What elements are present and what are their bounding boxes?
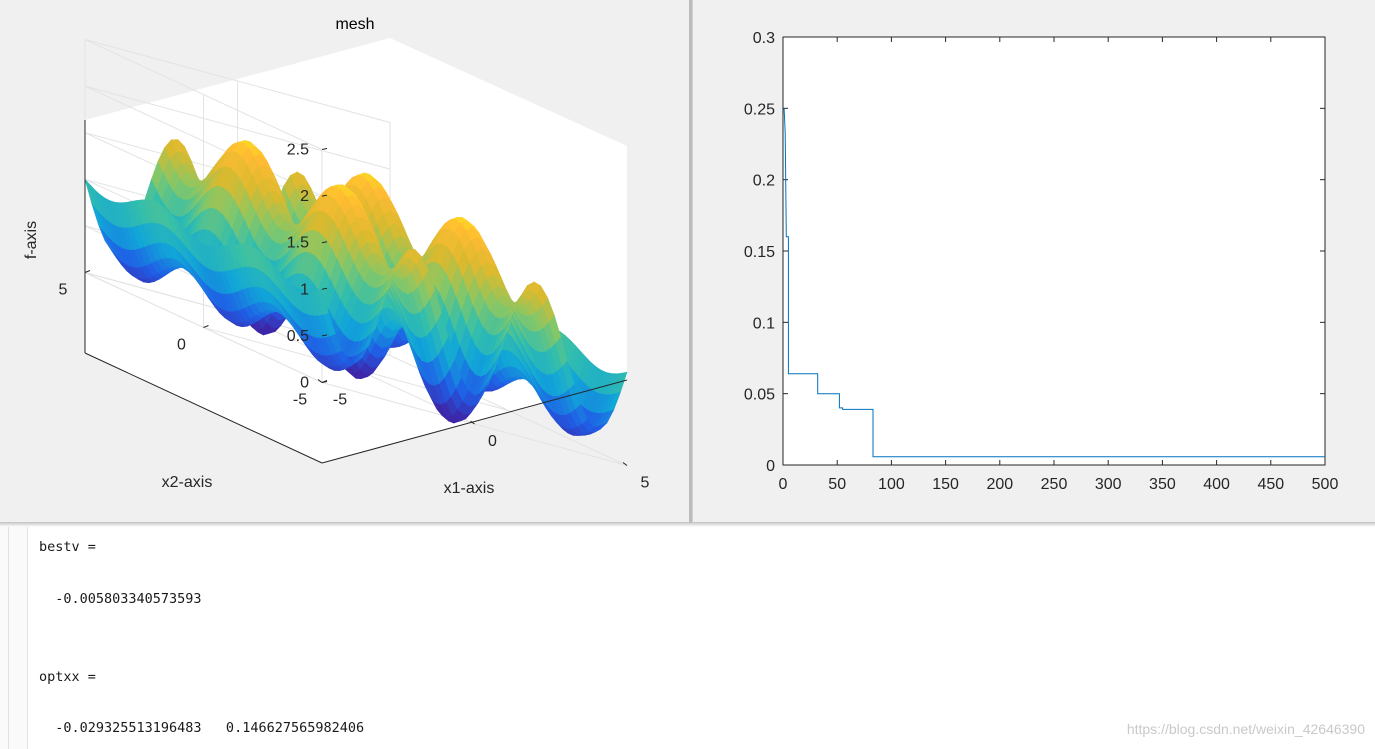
x2-tick-label: -5 (293, 392, 307, 409)
z-tick (321, 287, 328, 290)
x1-tick (470, 420, 475, 425)
z-tick-label: 1.5 (287, 235, 309, 252)
console-value-optxx: -0.029325513196483 0.146627565982406 (39, 720, 365, 736)
y-tick-label: 0.1 (753, 315, 775, 332)
x2-tick-label: 5 (59, 282, 68, 299)
x-tick-label: 200 (986, 476, 1013, 493)
surface-patch (316, 288, 329, 315)
x-tick-label: 450 (1257, 476, 1284, 493)
x2-tick-label: 0 (177, 337, 186, 354)
x-tick-label: 350 (1149, 476, 1176, 493)
x2-tick (203, 325, 209, 328)
x1-tick (317, 379, 323, 383)
z-tick (321, 334, 328, 337)
x1-tick-label: -5 (333, 392, 347, 409)
mesh-title: mesh (335, 16, 374, 33)
x-tick-label: 250 (1041, 476, 1068, 493)
z-tick-label: 0.5 (287, 328, 309, 345)
console-line-bestv: bestv = (39, 539, 96, 555)
x-tick-label: 50 (828, 476, 846, 493)
figure-window-mesh: 0 0.5 1 1.5 2 2.5 -5 0 5 -5 0 5 mesh f-axis x2-axis… (0, 0, 690, 523)
mesh-surface-plot: 00.511.522.5-505-505 mesh f-axis x2-axis… (23, 16, 650, 497)
x-tick-label: 0 (779, 476, 788, 493)
x1-tick (622, 462, 628, 466)
window-separator[interactable] (689, 0, 692, 523)
z-tick (321, 241, 328, 244)
x1-tick-label: 0 (488, 433, 497, 450)
z-tick-label: 2.5 (287, 142, 309, 159)
f-axis-label: f-axis (23, 221, 40, 259)
x2-axis-line (84, 352, 323, 464)
y-tick-label: 0.25 (744, 101, 775, 118)
y-tick-label: 0.05 (744, 387, 775, 404)
z-tick (321, 194, 328, 197)
axis-ticks: 00.511.522.5-505-505 (59, 142, 650, 492)
x1-axis-label: x1-axis (444, 480, 495, 497)
x1-axis-line (321, 379, 628, 464)
panel-divider (0, 523, 1375, 527)
z-tick-label: 0 (300, 375, 309, 392)
y-tick-label: 0.3 (753, 30, 775, 47)
z-tick-label: 1 (300, 281, 309, 298)
x2-tick (84, 270, 91, 273)
x-tick-label: 300 (1095, 476, 1122, 493)
y-tick-label: 0 (766, 458, 775, 475)
watermark: https://blog.csdn.net/weixin_42646390 (1126, 721, 1365, 737)
x2-axis-label: x2-axis (162, 474, 213, 491)
z-tick-label: 2 (300, 188, 309, 205)
mesh-surface (84, 139, 628, 436)
command-window-gutter (0, 527, 28, 749)
y-tick-label: 0.15 (744, 244, 775, 261)
x-tick-label: 400 (1203, 476, 1230, 493)
convergence-line-plot: 0 50 100 150 200 250 300 350 400 450 500 0 0.05 0.1 0.… (744, 30, 1339, 493)
x-tick-label: 500 (1312, 476, 1339, 493)
axis-ticks: 0 50 100 150 200 250 300 350 400 450 500 0 0.05 0.1 0.… (744, 30, 1339, 493)
y-tick-label: 0.2 (753, 173, 775, 190)
gutter-line (8, 527, 9, 749)
figure-window-convergence: 0 50 100 150 200 250 300 350 400 450 500 0 0.05 0.1 0.… (692, 0, 1375, 523)
command-window[interactable]: bestv = -0.005803340573593 optxx = -0.02… (0, 527, 1375, 749)
console-line-optxx: optxx = (39, 669, 96, 685)
z-tick (321, 148, 328, 150)
x2-tick (321, 380, 328, 383)
x-tick-label: 150 (932, 476, 959, 493)
x1-tick-label: 5 (641, 475, 650, 492)
x-tick-label: 100 (878, 476, 905, 493)
best-value-series-line (783, 108, 1325, 458)
console-value-bestv: -0.005803340573593 (39, 591, 202, 607)
plot-area (782, 36, 1326, 466)
